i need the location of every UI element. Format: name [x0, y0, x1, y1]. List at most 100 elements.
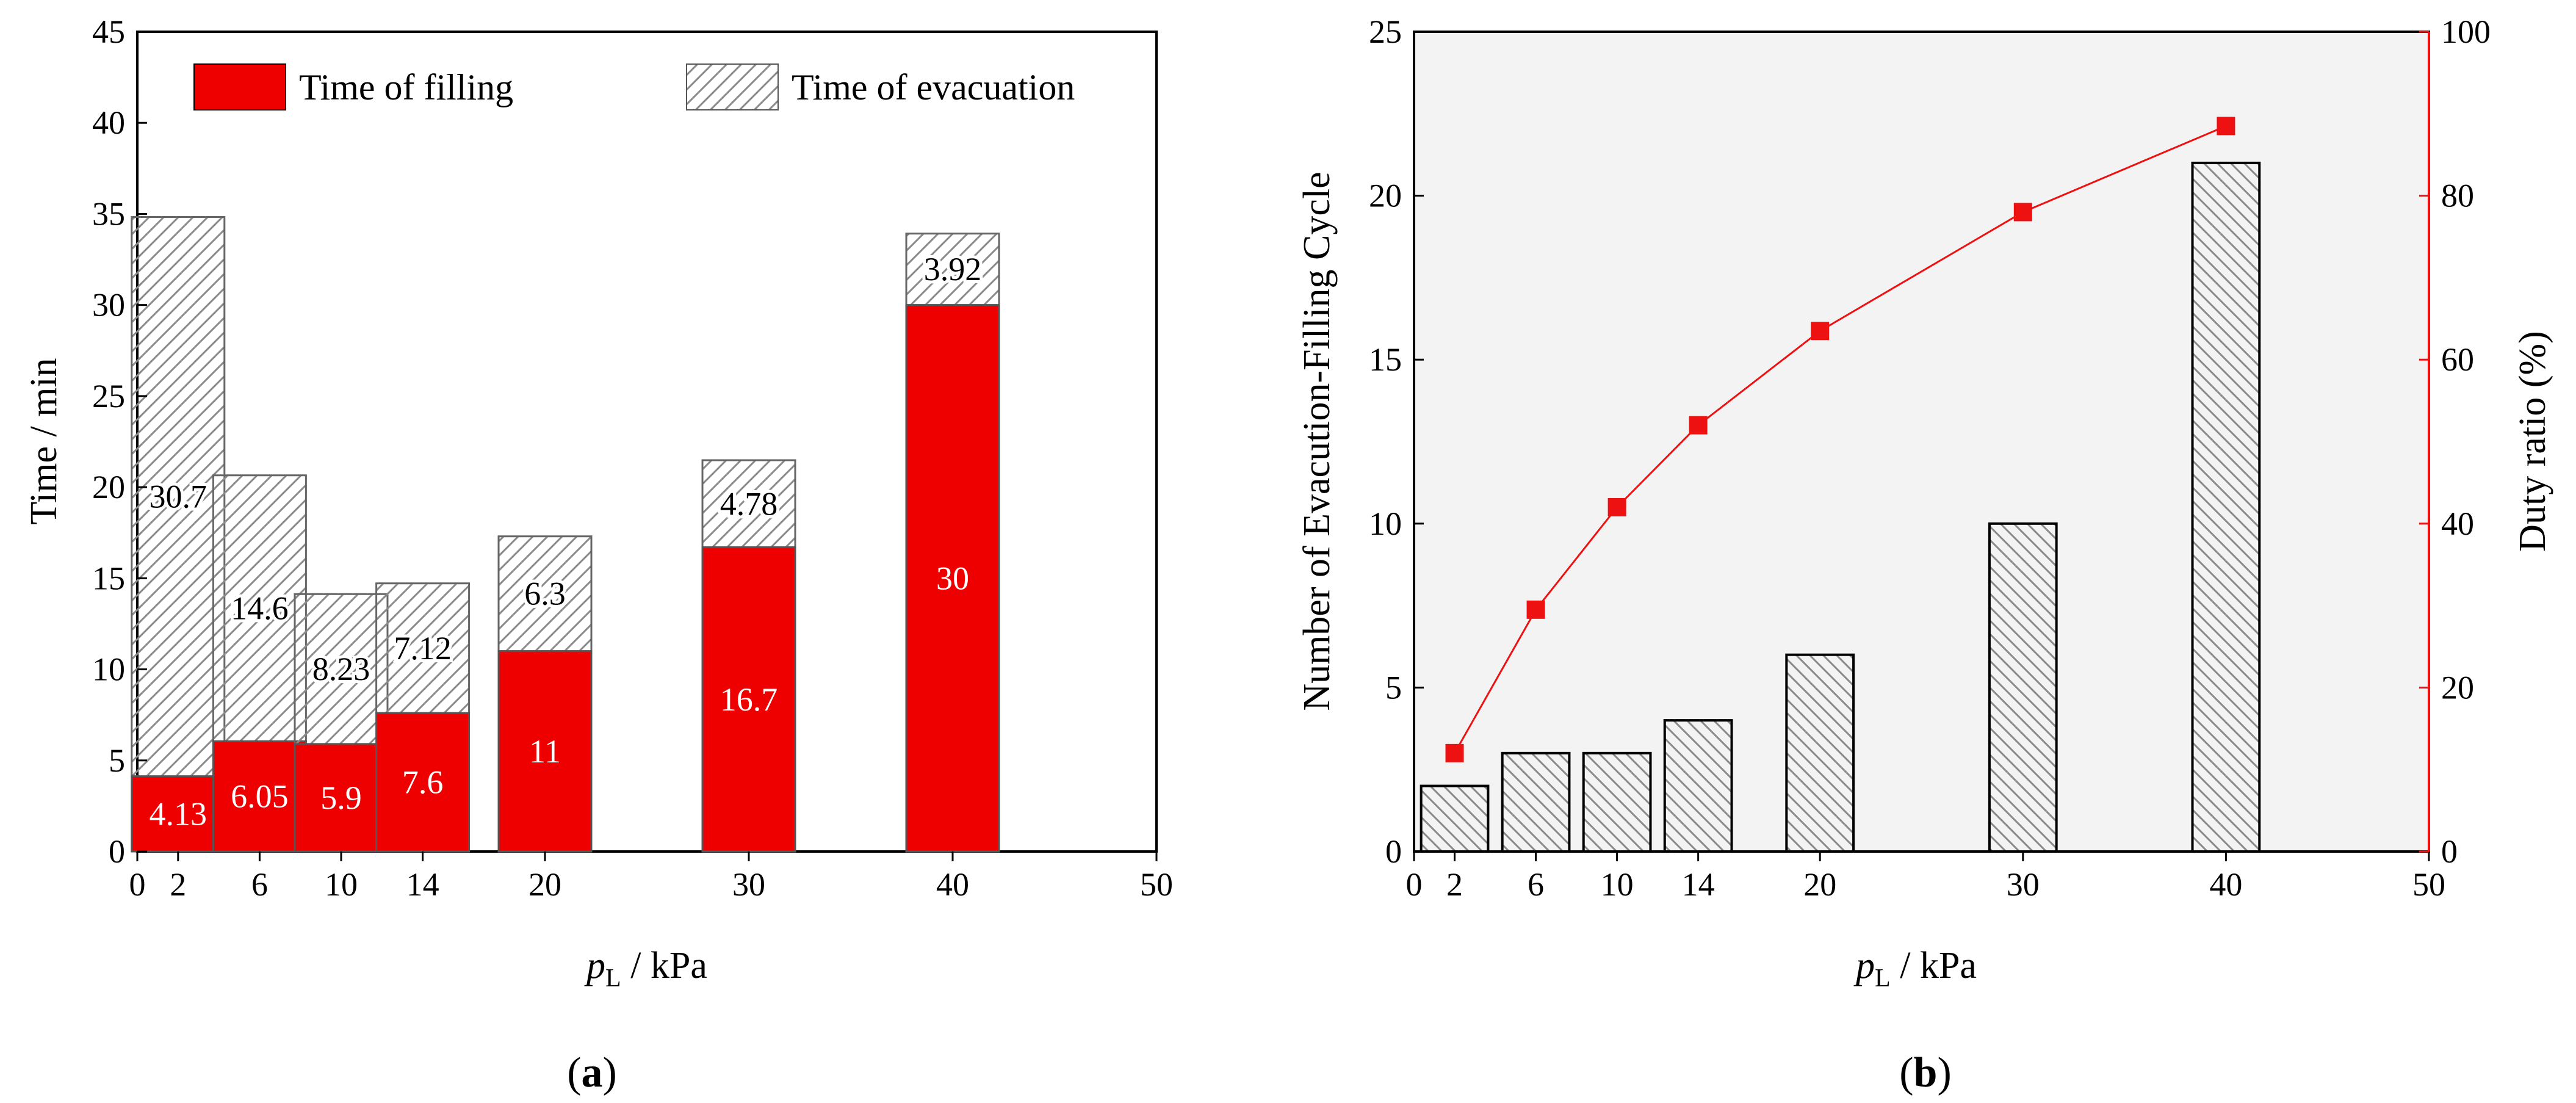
chart-b-plot-area — [1413, 31, 2430, 853]
bar-cycles — [1501, 751, 1571, 853]
duty-ratio-marker — [1689, 416, 1708, 435]
y2-tick-label: 20 — [2441, 669, 2474, 706]
x-tick-label: 40 — [2209, 866, 2242, 903]
y-tick-label: 35 — [92, 195, 125, 232]
bar-label-filling: 5.9 — [320, 779, 362, 816]
x-tick-label: 30 — [732, 866, 765, 903]
y-tick-label: 15 — [1369, 341, 1402, 378]
bar-cycles — [1582, 751, 1652, 853]
chart-a-x-axis-symbol: p — [584, 945, 605, 986]
x-tick-label: 20 — [1803, 866, 1836, 903]
y-tick-label: 0 — [1385, 833, 1402, 870]
bar-evacuation — [375, 582, 471, 714]
bar-label-filling: 6.05 — [231, 778, 289, 815]
chart-b-y2-ticks: 0 20 40 60 80 100 — [2419, 13, 2491, 870]
x-tick-label: 2 — [170, 866, 186, 903]
bar-label-evacuation: 14.6 — [231, 590, 289, 627]
bar-label-evacuation: 6.3 — [524, 576, 566, 612]
duty-ratio-marker — [1607, 497, 1626, 516]
y-tick-label: 15 — [92, 560, 125, 596]
bar-label-filling: 7.6 — [402, 764, 444, 801]
bar-label-evacuation: 30.7 — [150, 479, 207, 515]
x-tick-label: 2 — [1446, 866, 1463, 903]
bar-cycles — [1988, 522, 2058, 853]
x-tick-label: 14 — [406, 866, 439, 903]
bar-label-evacuation: 3.92 — [924, 251, 982, 288]
bar-filling — [905, 304, 1000, 853]
chart-a-x-axis-subscript: L — [605, 964, 621, 993]
chart-b-line-series — [1445, 117, 2235, 762]
legend-swatch-evacuation — [686, 63, 779, 110]
bar-label-evacuation: 8.23 — [312, 651, 370, 687]
chart-a: 4.13 30.7 6.05 14.6 5.9 8.23 7.6 7.12 11 6.3 16.7 4… — [23, 13, 1173, 1096]
chart-b-y-axis-label: Number of Evacution-Filling Cycle — [1296, 172, 1338, 711]
y2-tick-label: 40 — [2441, 505, 2474, 542]
chart-a-x-axis-unit: / kPa — [621, 945, 707, 986]
panel-label-b: (b) — [1899, 1049, 1952, 1096]
chart-b-x-axis-symbol: p — [1853, 945, 1875, 986]
bar-evacuation — [497, 535, 593, 653]
bar-evacuation — [294, 593, 389, 745]
x-tick-label: 10 — [325, 866, 358, 903]
x-tick-label: 0 — [1406, 866, 1423, 903]
x-tick-label: 14 — [1682, 866, 1715, 903]
bar-evacuation — [212, 474, 307, 742]
x-tick-label: 0 — [129, 866, 146, 903]
y-tick-label: 25 — [1369, 13, 1402, 50]
chart-b-y2-axis-label: Duty ratio (%) — [2512, 331, 2553, 552]
legend-label-evacuation: Time of evacuation — [792, 67, 1075, 107]
chart-a-bars — [131, 216, 1000, 853]
y-tick-label: 5 — [1385, 669, 1402, 706]
duty-ratio-marker — [1445, 743, 1464, 762]
y-tick-label: 25 — [92, 378, 125, 414]
chart-b-x-axis-unit: / kPa — [1891, 945, 1977, 986]
x-tick-label: 20 — [529, 866, 561, 903]
bar-cycles — [1663, 719, 1733, 853]
y2-tick-label: 0 — [2441, 833, 2458, 870]
bar-filling — [497, 650, 593, 853]
bar-label-evacuation: 4.78 — [720, 485, 778, 522]
y-tick-label: 0 — [109, 833, 125, 870]
chart-a-y-ticks: 0 5 10 15 20 25 30 35 40 45 — [92, 13, 147, 870]
y2-tick-label: 60 — [2441, 341, 2474, 378]
chart-b-y-ticks: 0 5 10 15 20 25 — [1369, 13, 1424, 870]
x-tick-label: 50 — [1140, 866, 1173, 903]
chart-b-bars — [1420, 161, 2261, 853]
bar-label-filling: 16.7 — [720, 681, 778, 718]
y2-tick-label: 80 — [2441, 178, 2474, 214]
bar-cycles — [1420, 784, 1490, 853]
duty-ratio-marker — [2013, 203, 2032, 222]
bar-filling — [701, 546, 796, 853]
bar-label-filling: 4.13 — [150, 795, 207, 832]
x-tick-label: 30 — [2007, 866, 2040, 903]
bar-cycles — [1785, 653, 1855, 853]
x-tick-label: 10 — [1601, 866, 1634, 903]
y2-tick-label: 100 — [2441, 13, 2491, 50]
x-tick-label: 6 — [1528, 866, 1544, 903]
x-tick-label: 6 — [251, 866, 268, 903]
bar-label-filling: 11 — [529, 733, 561, 770]
y-tick-label: 30 — [92, 287, 125, 324]
panel-label-a: (a) — [567, 1049, 617, 1096]
duty-ratio-marker — [1811, 322, 1830, 341]
duty-ratio-marker — [2217, 117, 2235, 136]
x-tick-label: 50 — [2412, 866, 2445, 903]
bar-evacuation — [905, 233, 1000, 306]
y-tick-label: 20 — [1369, 178, 1402, 214]
bar-label-evacuation: 7.12 — [394, 630, 452, 667]
chart-a-x-axis-label: pL / kPa — [584, 945, 707, 993]
y-tick-label: 10 — [1369, 505, 1402, 542]
legend-swatch-filling — [193, 63, 286, 110]
x-tick-label: 40 — [936, 866, 969, 903]
legend-label-filling: Time of filling — [299, 67, 513, 107]
chart-a-bar-labels: 4.13 30.7 6.05 14.6 5.9 8.23 7.6 7.12 11 6.3 16.7 4… — [146, 248, 985, 832]
chart-a-legend: Time of filling Time of evacuation — [193, 63, 1075, 110]
chart-b-x-axis-label: pL / kPa — [1853, 945, 1977, 993]
bar-cycles — [2191, 161, 2261, 853]
chart-a-x-ticks: 0 2 6 10 14 20 30 40 50 — [129, 852, 1173, 903]
y-tick-label: 40 — [92, 104, 125, 141]
bar-label-filling: 30 — [936, 560, 969, 596]
duty-ratio-marker — [1526, 600, 1545, 619]
